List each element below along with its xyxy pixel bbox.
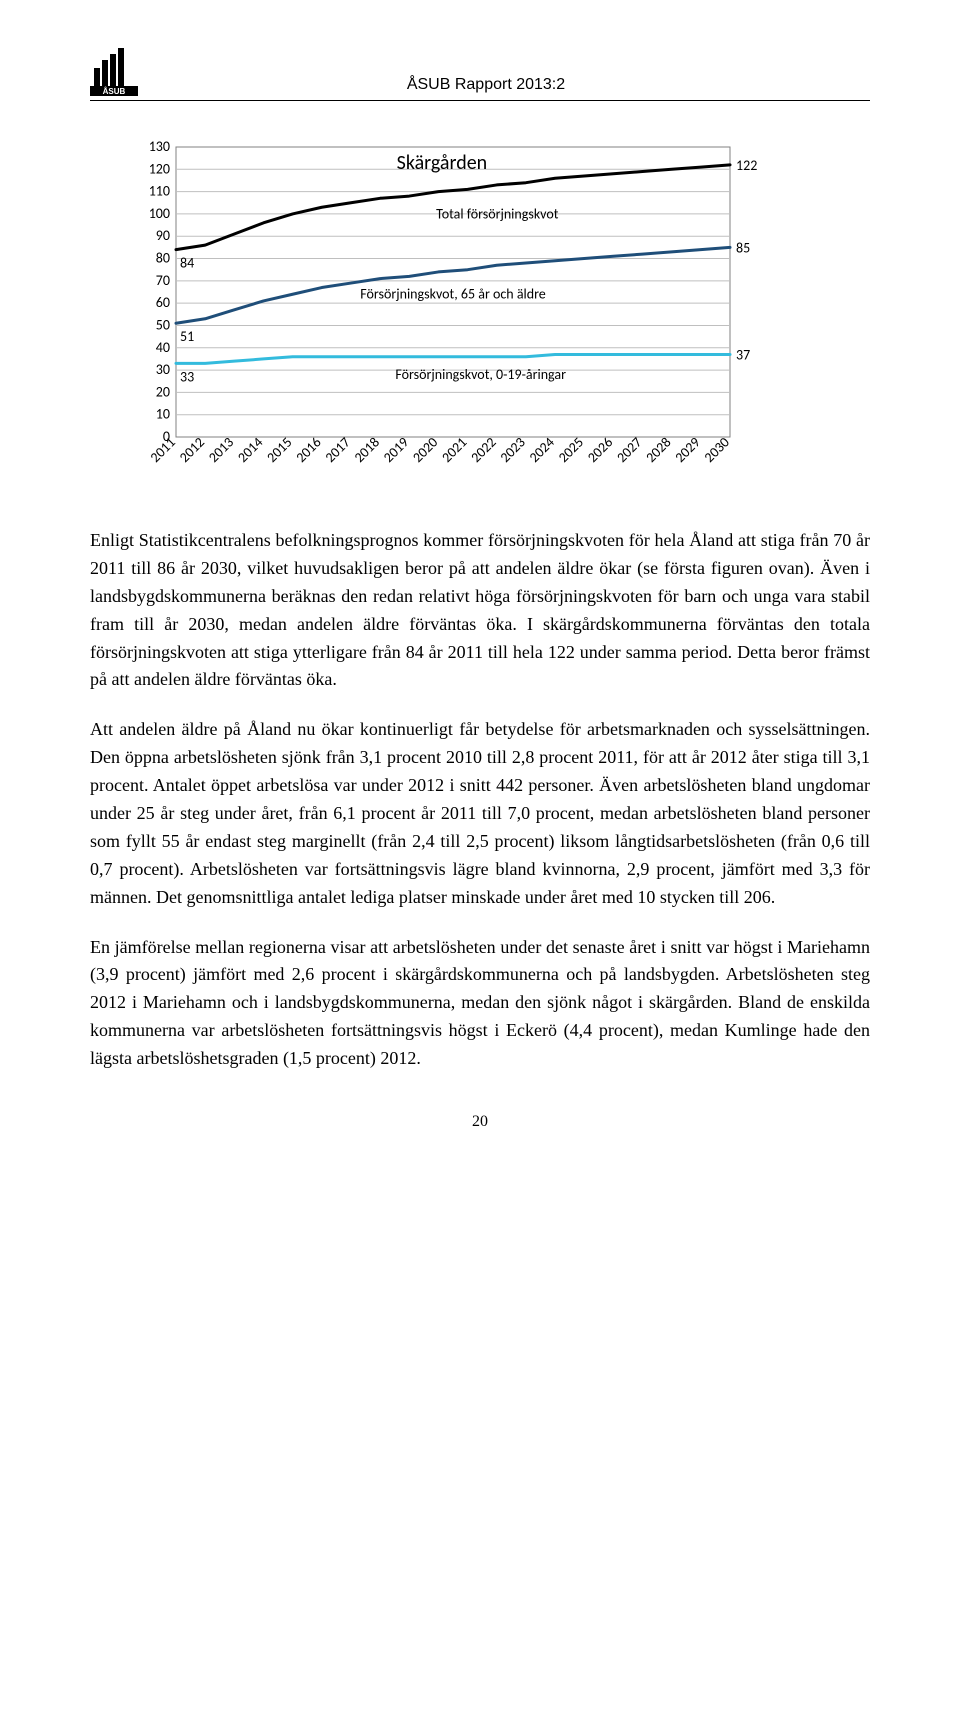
- svg-text:2016: 2016: [293, 434, 325, 466]
- svg-text:70: 70: [156, 272, 170, 289]
- svg-text:40: 40: [156, 339, 170, 356]
- svg-text:85: 85: [736, 239, 750, 256]
- svg-text:2030: 2030: [701, 434, 733, 466]
- svg-text:Total försörjningskvot: Total försörjningskvot: [436, 205, 559, 222]
- asub-logo-icon: ÅSUB: [90, 48, 138, 96]
- svg-text:2028: 2028: [642, 434, 674, 466]
- document-page: ÅSUB ÅSUB Rapport 2013:2 010203040506070…: [0, 0, 960, 1171]
- svg-text:122: 122: [736, 157, 757, 174]
- svg-text:Försörjningskvot, 0-19-åringar: Försörjningskvot, 0-19-åringar: [395, 366, 566, 383]
- svg-text:2014: 2014: [234, 434, 266, 466]
- chart-skargarden: 0102030405060708090100110120130201120122…: [130, 137, 770, 497]
- page-number: 20: [90, 1113, 870, 1131]
- svg-text:110: 110: [149, 183, 170, 200]
- svg-text:2027: 2027: [613, 434, 645, 466]
- svg-text:130: 130: [149, 138, 170, 155]
- body-paragraph-3: En jämförelse mellan regionerna visar at…: [90, 934, 870, 1073]
- page-header: ÅSUB ÅSUB Rapport 2013:2: [90, 40, 870, 101]
- svg-text:90: 90: [156, 227, 170, 244]
- svg-text:2017: 2017: [322, 434, 354, 466]
- svg-text:2024: 2024: [526, 434, 558, 466]
- svg-text:10: 10: [156, 406, 170, 423]
- svg-text:51: 51: [180, 328, 194, 345]
- svg-text:84: 84: [180, 255, 194, 272]
- svg-text:Skärgården: Skärgården: [397, 151, 488, 175]
- svg-text:2020: 2020: [409, 434, 441, 466]
- body-paragraph-1: Enligt Statistikcentralens befolkningspr…: [90, 527, 870, 694]
- report-label: ÅSUB Rapport 2013:2: [150, 76, 822, 94]
- svg-text:2015: 2015: [263, 434, 295, 466]
- svg-text:37: 37: [736, 346, 750, 363]
- svg-text:Försörjningskvot, 65 år och äl: Försörjningskvot, 65 år och äldre: [360, 286, 546, 303]
- svg-text:2019: 2019: [380, 434, 412, 466]
- svg-text:60: 60: [156, 294, 170, 311]
- svg-text:120: 120: [149, 160, 170, 177]
- svg-text:80: 80: [156, 250, 170, 267]
- svg-text:2013: 2013: [205, 434, 237, 466]
- svg-text:2026: 2026: [584, 434, 616, 466]
- body-paragraph-2: Att andelen äldre på Åland nu ökar konti…: [90, 716, 870, 911]
- svg-text:50: 50: [156, 316, 170, 333]
- svg-text:2018: 2018: [351, 434, 383, 466]
- svg-text:33: 33: [180, 368, 194, 385]
- svg-text:2011: 2011: [147, 434, 179, 466]
- svg-text:100: 100: [149, 205, 170, 222]
- svg-text:2023: 2023: [497, 434, 529, 466]
- svg-text:30: 30: [156, 361, 170, 378]
- svg-text:2025: 2025: [555, 434, 587, 466]
- svg-text:2021: 2021: [438, 434, 470, 466]
- svg-text:20: 20: [156, 383, 170, 400]
- svg-text:ÅSUB: ÅSUB: [103, 87, 126, 96]
- svg-text:2012: 2012: [176, 434, 208, 466]
- svg-text:2029: 2029: [672, 434, 704, 466]
- svg-text:2022: 2022: [467, 434, 499, 466]
